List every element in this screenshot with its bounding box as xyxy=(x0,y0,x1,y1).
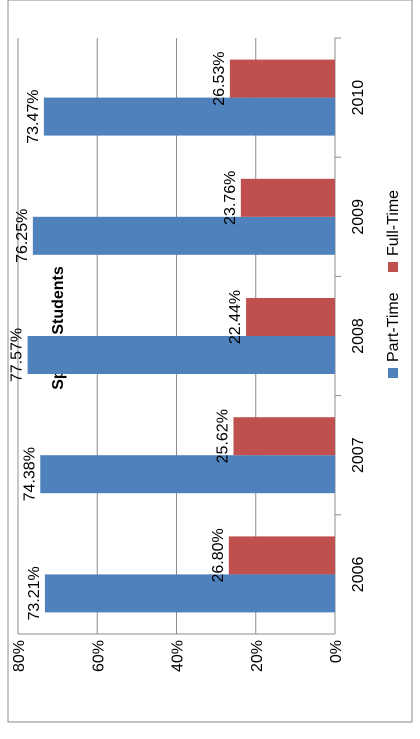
data-label: 26.53% xyxy=(211,51,228,105)
category-axis-labels: 2006 2007 2008 2009 2010 xyxy=(350,80,367,592)
rotated-chart: Spring Students 73.21%26.80%74.38%25.62%… xyxy=(9,37,402,672)
data-label: 76.25% xyxy=(14,209,31,263)
category-label: 2009 xyxy=(350,199,367,235)
data-label: 77.57% xyxy=(9,328,26,382)
bar-full-time xyxy=(233,417,335,456)
data-label: 23.76% xyxy=(222,171,239,225)
legend-swatch xyxy=(388,262,398,272)
bar-full-time xyxy=(228,536,335,575)
bars xyxy=(27,59,336,613)
legend-swatch xyxy=(388,368,398,378)
legend-label: Full-Time xyxy=(385,190,402,256)
value-axis-ticks: 0% 20% 40% 60% 80% xyxy=(11,640,345,672)
value-tick-label: 60% xyxy=(90,640,107,672)
category-label: 2008 xyxy=(350,318,367,354)
data-labels: 73.21% 26.80% 74.38% 25.62% 77.57% 22.44% 76.2… xyxy=(9,51,244,620)
bar-part-time xyxy=(40,455,335,494)
data-label: 73.47% xyxy=(25,89,42,143)
category-label: 2010 xyxy=(350,80,367,116)
data-label: 26.80% xyxy=(210,528,227,582)
category-label: 2006 xyxy=(350,557,367,593)
bar-part-time xyxy=(43,97,336,136)
bar-part-time xyxy=(44,574,336,613)
value-tick-label: 0% xyxy=(328,640,345,663)
data-label: 25.62% xyxy=(214,409,231,463)
value-tick-label: 80% xyxy=(11,640,28,672)
legend: Part-Time Full-Time xyxy=(385,190,402,378)
category-label: 2007 xyxy=(350,437,367,473)
data-label: 22.44% xyxy=(227,290,244,344)
value-tick-label: 20% xyxy=(249,640,266,672)
bar-full-time xyxy=(240,178,335,217)
bar-part-time xyxy=(32,216,335,255)
data-label: 73.21% xyxy=(26,566,43,620)
bar-full-time xyxy=(229,59,335,98)
value-tick-label: 40% xyxy=(170,640,187,672)
bar-part-time xyxy=(27,336,335,374)
bar-full-time xyxy=(246,298,335,336)
legend-label: Part-Time xyxy=(385,292,402,362)
data-label: 74.38% xyxy=(21,447,38,501)
